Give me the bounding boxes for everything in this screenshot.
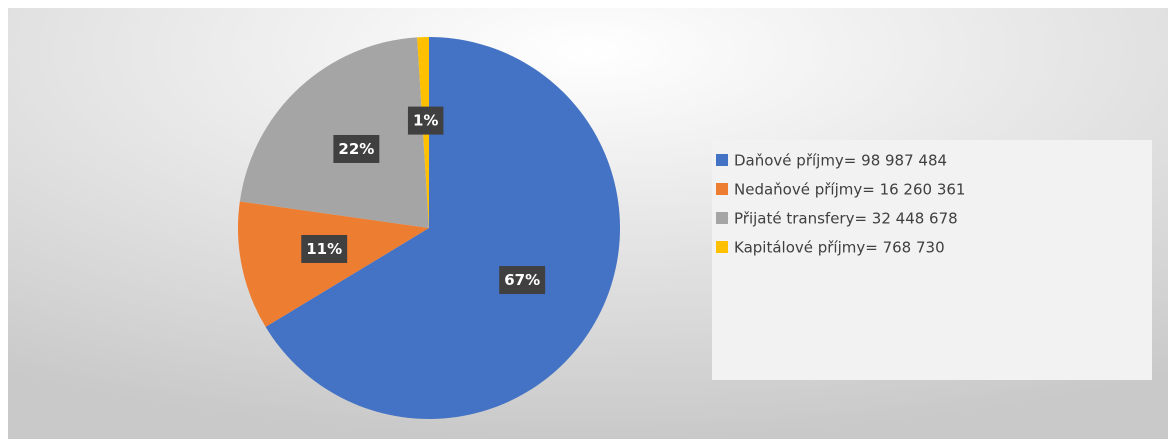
legend: Daňové příjmy= 98 987 484 Nedaňové příjmy… xyxy=(716,152,965,257)
data-label: 1% xyxy=(413,112,438,130)
legend-box xyxy=(712,140,1152,380)
legend-label: Kapitálové příjmy= 768 730 xyxy=(734,239,945,257)
legend-swatch xyxy=(716,154,728,166)
pie-slice xyxy=(265,37,620,419)
data-label-box xyxy=(499,266,546,295)
legend-swatch xyxy=(716,212,728,224)
pie: 67% 11% 22% 1% xyxy=(237,37,620,419)
legend-swatch xyxy=(716,183,728,195)
pie-slice xyxy=(239,37,429,228)
legend-swatch xyxy=(716,241,728,253)
legend-label: Přijaté transfery= 32 448 678 xyxy=(734,210,958,228)
data-label: 22% xyxy=(338,140,374,158)
data-label: 11% xyxy=(306,240,342,258)
legend-label: Daňové příjmy= 98 987 484 xyxy=(734,152,947,170)
data-label-box xyxy=(333,134,380,163)
data-label-box xyxy=(301,234,348,263)
data-label: 67% xyxy=(504,271,540,289)
legend-label: Nedaňové příjmy= 16 260 361 xyxy=(734,181,965,199)
pie-slice xyxy=(237,201,429,327)
data-label-box xyxy=(407,106,444,135)
